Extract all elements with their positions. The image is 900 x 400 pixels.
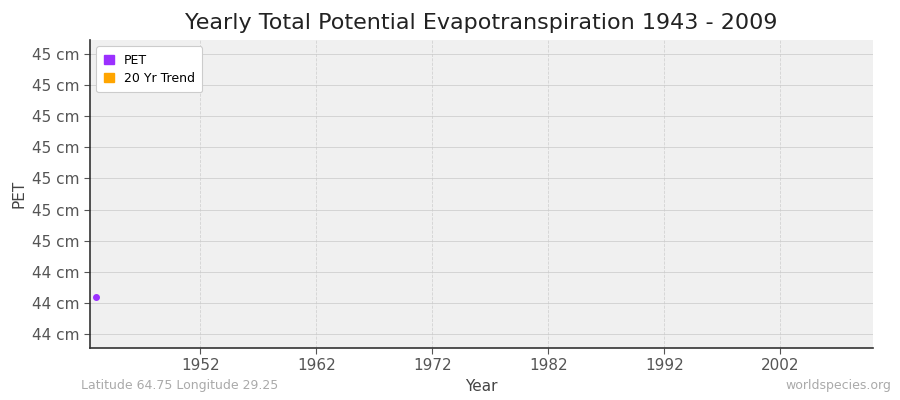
Title: Yearly Total Potential Evapotranspiration 1943 - 2009: Yearly Total Potential Evapotranspiratio… xyxy=(185,13,778,33)
Text: worldspecies.org: worldspecies.org xyxy=(785,379,891,392)
Y-axis label: PET: PET xyxy=(12,180,26,208)
Text: Latitude 64.75 Longitude 29.25: Latitude 64.75 Longitude 29.25 xyxy=(81,379,278,392)
Legend: PET, 20 Yr Trend: PET, 20 Yr Trend xyxy=(96,46,202,92)
X-axis label: Year: Year xyxy=(465,379,498,394)
